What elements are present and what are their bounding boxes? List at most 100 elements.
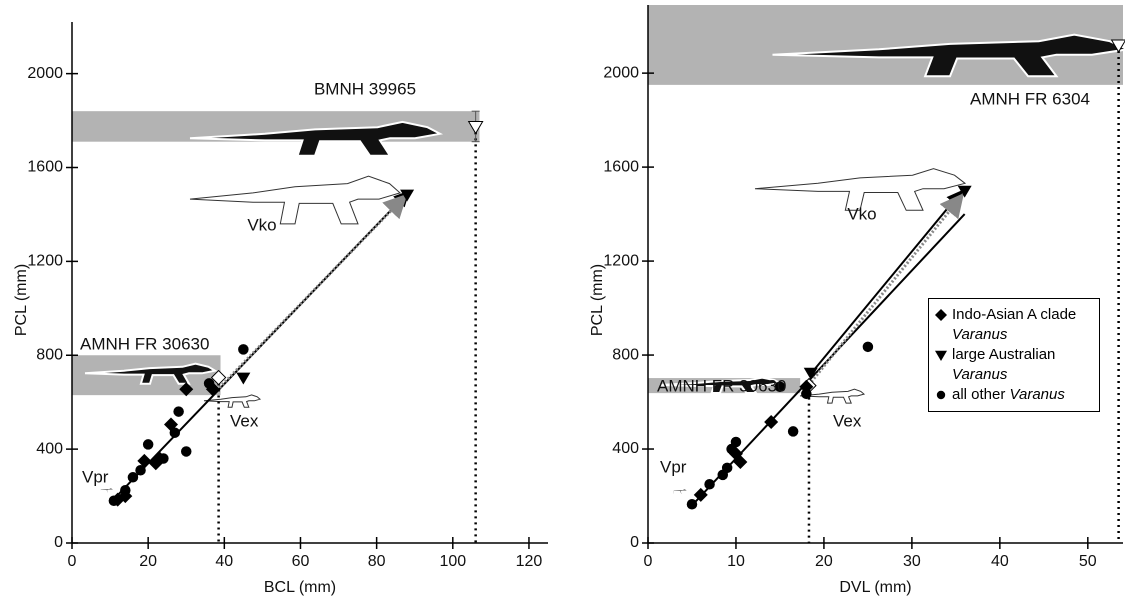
- y-tick-label: 1200: [603, 252, 639, 269]
- point: [210, 369, 227, 386]
- y-tick-label: 2000: [603, 64, 639, 81]
- legend-marker: [935, 309, 947, 321]
- annotation: BMNH 39965: [314, 79, 416, 98]
- lizard-silhouette: [203, 394, 262, 408]
- x-tick-label: 10: [727, 553, 745, 570]
- point: [730, 436, 742, 448]
- point: [108, 495, 120, 507]
- y-tick-label: 1600: [603, 158, 639, 175]
- x-axis-label: BCL (mm): [264, 579, 336, 596]
- x-tick-label: 80: [368, 553, 386, 570]
- lizard-silhouette: [772, 33, 1125, 78]
- point: [158, 453, 169, 464]
- point: [774, 381, 786, 393]
- legend: Indo-Asian A clade Varanus large Australi…: [928, 298, 1100, 412]
- y-axis-label: PCL (mm): [589, 264, 606, 336]
- point: [704, 479, 715, 490]
- point: [400, 189, 415, 202]
- fit-line: [809, 189, 963, 375]
- x-tick-label: 0: [68, 553, 77, 570]
- x-tick-label: 20: [815, 553, 833, 570]
- annotation: Vpr: [82, 467, 109, 486]
- point: [693, 487, 708, 502]
- x-tick-label: 40: [991, 553, 1009, 570]
- y-tick-label: 400: [36, 440, 63, 457]
- legend-marker: [935, 350, 947, 361]
- fit-line: [109, 190, 410, 504]
- lizard-silhouette: [86, 486, 118, 495]
- lizard-silhouette: [659, 376, 784, 394]
- point: [935, 309, 947, 321]
- point: [137, 453, 152, 468]
- annotation: Vko: [247, 215, 276, 234]
- y-axis-label: PCL (mm): [13, 264, 30, 336]
- point: [862, 341, 874, 353]
- lizard-silhouette: [189, 120, 444, 157]
- point: [169, 427, 181, 438]
- annotation: Vko: [847, 204, 876, 223]
- legend-item: large Australian Varanus: [933, 345, 1095, 385]
- annotation: AMNH FR 6304: [970, 89, 1090, 108]
- annotation: Vex: [230, 411, 259, 430]
- x-tick-label: 40: [215, 553, 233, 570]
- point: [180, 446, 192, 457]
- point: [142, 439, 154, 450]
- annotation: AMNH FR 30630: [80, 334, 209, 353]
- point: [935, 350, 947, 361]
- x-tick-label: 20: [139, 553, 157, 570]
- point: [203, 378, 215, 389]
- legend-label: all other Varanus: [952, 386, 1065, 403]
- y-tick-label: 0: [54, 534, 63, 551]
- x-tick-label: 50: [1079, 553, 1097, 570]
- point: [686, 498, 698, 510]
- point: [733, 454, 748, 469]
- point: [801, 388, 812, 400]
- point: [238, 344, 249, 355]
- legend-item: Indo-Asian A clade Varanus: [933, 305, 1095, 345]
- y-tick-label: 1200: [27, 253, 63, 270]
- point: [1110, 39, 1125, 53]
- x-tick-label: 60: [292, 553, 310, 570]
- point: [787, 426, 799, 437]
- annotation: AMNH FR 30630: [657, 376, 786, 395]
- fit-line: [215, 193, 408, 392]
- fit-line: [805, 192, 965, 389]
- y-tick-label: 0: [630, 534, 639, 551]
- point: [127, 472, 139, 483]
- x-tick-label: 30: [903, 553, 921, 570]
- x-tick-label: 0: [644, 553, 653, 570]
- y-tick-label: 800: [36, 346, 63, 363]
- point: [467, 121, 484, 135]
- point: [173, 406, 184, 417]
- annotation: Vex: [833, 411, 862, 430]
- legend-label: Indo-Asian A clade Varanus: [952, 306, 1077, 343]
- point: [721, 462, 733, 474]
- lizard-silhouette: [84, 362, 218, 385]
- lizard-silhouette: [799, 388, 866, 404]
- x-tick-label: 120: [516, 553, 543, 570]
- legend-label: large Australian Varanus: [952, 346, 1056, 383]
- x-tick-label: 100: [439, 553, 466, 570]
- point: [957, 185, 972, 198]
- point: [764, 415, 779, 430]
- annotation: Vpr: [660, 457, 687, 476]
- point: [803, 367, 818, 380]
- x-axis-label: DVL (mm): [839, 579, 911, 596]
- y-tick-label: 2000: [27, 65, 63, 82]
- point: [120, 484, 131, 496]
- legend-item: all other Varanus: [933, 385, 1095, 405]
- y-tick-label: 1600: [27, 159, 63, 176]
- point: [936, 390, 946, 400]
- legend-marker: [936, 390, 946, 400]
- lizard-silhouette: [754, 168, 967, 211]
- point: [179, 382, 194, 397]
- lizard-silhouette: [189, 175, 402, 225]
- lizard-silhouette: [658, 487, 692, 496]
- point: [236, 372, 251, 385]
- fit-line: [691, 213, 966, 507]
- y-tick-label: 400: [612, 440, 639, 457]
- point: [135, 464, 146, 476]
- y-tick-label: 800: [612, 346, 639, 363]
